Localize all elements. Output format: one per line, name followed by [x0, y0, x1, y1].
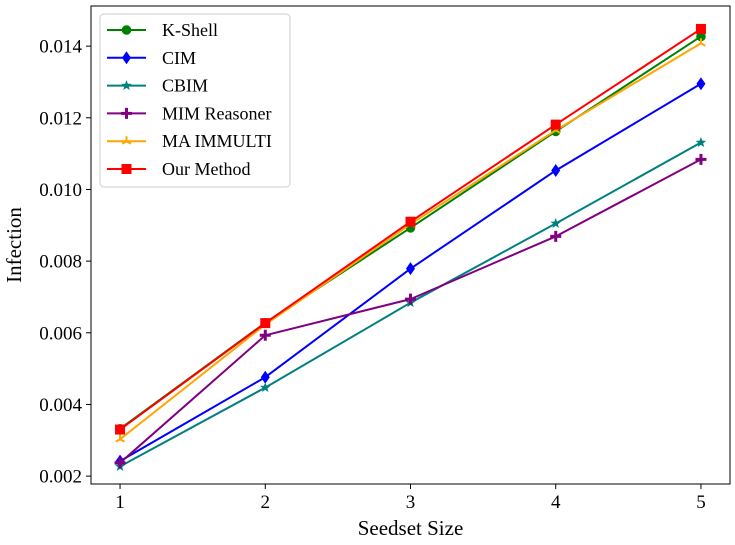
legend-label: Our Method	[162, 159, 251, 179]
y-tick-label: 0.006	[39, 323, 82, 344]
legend-swatch-marker	[121, 107, 132, 119]
data-point-cim-2	[260, 370, 270, 384]
x-tick-label: 3	[406, 492, 416, 513]
axes-layer: 1 2 3 4 5 0.002 0.004 0.006 0.008 0.010 0.012 0.014	[39, 37, 705, 513]
data-point-mim-reasoner-1	[114, 457, 126, 469]
series-line-mim-reasoner	[119, 158, 702, 464]
legend-swatch-marker	[121, 136, 132, 145]
data-point-cbim-5	[695, 137, 707, 147]
series-our-method	[115, 23, 706, 435]
y-tick-label: 0.004	[39, 395, 82, 416]
legend-label: MIM Reasoner	[162, 103, 271, 123]
legend-item-ma-immulti: MA IMMULTI	[107, 131, 272, 151]
data-point-mim-reasoner-4	[550, 230, 562, 242]
legend-box	[99, 13, 291, 188]
legend-label: MA IMMULTI	[162, 131, 272, 151]
legend-item-cbim: CBIM	[107, 76, 208, 96]
data-point-cim-4	[551, 163, 561, 177]
x-tick-label: 4	[551, 492, 561, 513]
legend-label: K-Shell	[162, 20, 218, 40]
y-tick-label: 0.002	[39, 467, 82, 488]
data-point-mim-reasoner-5	[695, 153, 707, 165]
series-mim-reasoner	[114, 153, 707, 469]
data-point-our-method-5	[695, 23, 706, 34]
data-point-cbim-2	[260, 382, 271, 393]
legend: K-Shell CIM CBIM MIM Reasoner MA IMMULTI Our …	[99, 13, 291, 188]
y-tick-label: 0.008	[39, 252, 82, 273]
y-tick-label: 0.014	[39, 37, 82, 58]
x-tick-label: 2	[261, 492, 271, 513]
data-point-cbim-4	[550, 218, 561, 228]
legend-swatch-marker	[121, 25, 132, 35]
legend-item-k-shell: K-Shell	[107, 20, 218, 40]
data-point-cim-3	[406, 262, 415, 276]
data-point-our-method-4	[550, 119, 561, 130]
legend-item-mim-reasoner: MIM Reasoner	[107, 103, 271, 123]
data-point-ma-immulti-5	[696, 38, 706, 47]
y-tick-label: 0.010	[39, 180, 82, 201]
legend-swatch-marker	[122, 51, 131, 65]
data-point-our-method-1	[115, 424, 126, 435]
y-tick-label: 0.012	[39, 108, 82, 129]
data-point-ma-immulti-1	[115, 434, 125, 443]
legend-swatch-marker	[121, 80, 132, 91]
data-point-our-method-3	[405, 216, 416, 227]
data-point-mim-reasoner-3	[405, 293, 416, 305]
data-series-layer	[114, 23, 707, 471]
data-point-our-method-2	[260, 318, 271, 329]
legend-label: CIM	[162, 48, 196, 68]
legend-swatch-marker	[121, 164, 132, 174]
data-point-k-shell-5	[696, 31, 706, 42]
legend-label: CBIM	[162, 76, 208, 96]
legend-item-our-method: Our Method	[107, 159, 251, 179]
legend-item-cim: CIM	[107, 48, 196, 68]
x-tick-label: 1	[115, 492, 125, 513]
x-axis-label: Seedset Size	[358, 516, 464, 540]
series-cim	[115, 77, 706, 468]
y-axis-label: Infection	[2, 207, 26, 283]
data-point-mim-reasoner-2	[259, 329, 271, 341]
x-tick-label: 5	[696, 492, 706, 513]
data-point-cim-5	[696, 77, 706, 91]
